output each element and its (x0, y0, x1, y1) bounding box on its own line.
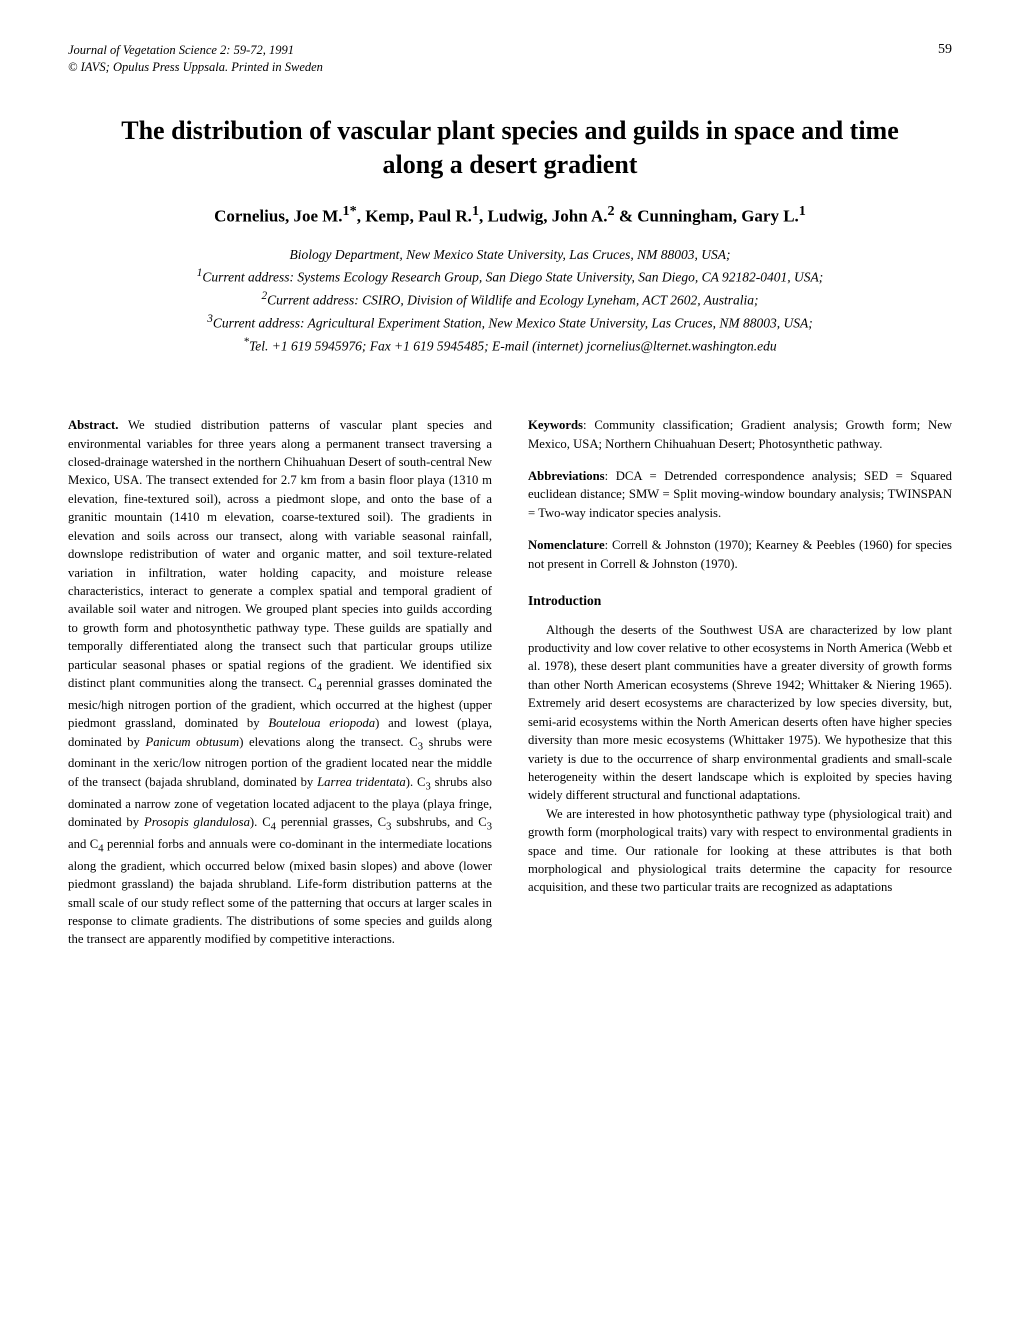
affiliation-1: 1Current address: Systems Ecology Resear… (68, 265, 952, 288)
affiliation-contact: *Tel. +1 619 5945976; Fax +1 619 5945485… (68, 334, 952, 357)
abstract-label: Abstract. (68, 418, 118, 432)
abbreviations-block: Abbreviations: DCA = Detrended correspon… (528, 467, 952, 522)
left-column: Abstract. We studied distribution patter… (68, 416, 492, 949)
article-title: The distribution of vascular plant speci… (68, 114, 952, 182)
page-number: 59 (938, 42, 952, 58)
nomenclature-label: Nomenclature (528, 538, 605, 552)
affiliation-3: 3Current address: Agricultural Experimen… (68, 311, 952, 334)
content-columns: Abstract. We studied distribution patter… (68, 416, 952, 949)
journal-citation: Journal of Vegetation Science 2: 59-72, … (68, 42, 323, 59)
introduction-heading: Introduction (528, 591, 952, 611)
abstract-text: We studied distribution patterns of vasc… (68, 418, 492, 946)
journal-info: Journal of Vegetation Science 2: 59-72, … (68, 42, 323, 76)
journal-copyright: © IAVS; Opulus Press Uppsala. Printed in… (68, 59, 323, 76)
introduction-p1: Although the deserts of the Southwest US… (528, 621, 952, 805)
abstract-paragraph: Abstract. We studied distribution patter… (68, 416, 492, 949)
authors: Cornelius, Joe M.1*, Kemp, Paul R.1, Lud… (68, 203, 952, 227)
affiliations-block: Biology Department, New Mexico State Uni… (68, 245, 952, 356)
page-header: Journal of Vegetation Science 2: 59-72, … (68, 42, 952, 76)
affiliation-2: 2Current address: CSIRO, Division of Wil… (68, 288, 952, 311)
introduction-p2: We are interested in how photosynthetic … (528, 805, 952, 897)
right-column: Keywords: Community classification; Grad… (528, 416, 952, 949)
keywords-text: : Community classification; Gradient ana… (528, 418, 952, 450)
keywords-label: Keywords (528, 418, 583, 432)
nomenclature-block: Nomenclature: Correll & Johnston (1970);… (528, 536, 952, 573)
keywords-block: Keywords: Community classification; Grad… (528, 416, 952, 453)
affiliation-dept: Biology Department, New Mexico State Uni… (68, 245, 952, 265)
abbreviations-label: Abbreviations (528, 469, 605, 483)
